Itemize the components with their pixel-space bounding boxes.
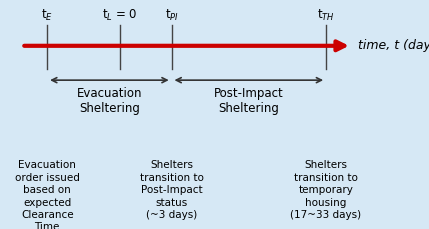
Text: Evacuation
order issued
based on
expected
Clearance
Time: Evacuation order issued based on expecte…	[15, 160, 80, 229]
Text: Shelters
transition to
temporary
housing
(17~33 days): Shelters transition to temporary housing…	[290, 160, 362, 220]
Text: t$_{TH}$: t$_{TH}$	[317, 8, 335, 23]
Text: t$_L$ = 0: t$_L$ = 0	[103, 8, 138, 23]
Text: t$_E$: t$_E$	[41, 8, 53, 23]
Text: time, t (days): time, t (days)	[358, 39, 429, 52]
Text: Evacuation
Sheltering: Evacuation Sheltering	[77, 87, 142, 115]
Text: t$_{PI}$: t$_{PI}$	[165, 8, 178, 23]
Text: Post-Impact
Sheltering: Post-Impact Sheltering	[214, 87, 284, 115]
Text: Shelters
transition to
Post-Impact
status
(~3 days): Shelters transition to Post-Impact statu…	[140, 160, 203, 220]
